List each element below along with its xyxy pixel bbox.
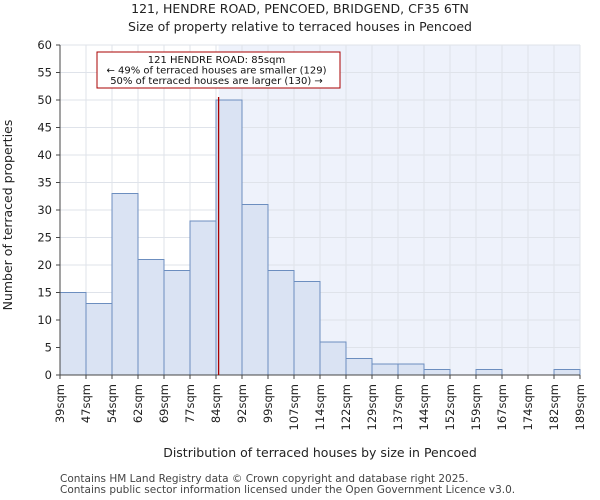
bar-129sqm <box>371 363 399 376</box>
bar-159sqm <box>475 369 503 376</box>
x-tick-label: 122sqm <box>339 384 353 430</box>
annotation-line-3: 50% of terraced houses are larger (130) … <box>110 76 323 87</box>
x-tick-label: 99sqm <box>261 384 275 423</box>
x-tick-label: 39sqm <box>53 384 67 423</box>
x-tick-label: 54sqm <box>105 384 119 423</box>
x-tick-label: 92sqm <box>235 384 249 423</box>
chart-title-line-2: Size of property relative to terraced ho… <box>128 19 472 34</box>
x-tick-label: 129sqm <box>365 384 379 430</box>
x-tick-label: 137sqm <box>391 384 405 430</box>
annotation-line-2: ← 49% of terraced houses are smaller (12… <box>106 66 326 77</box>
x-tick-label: 182sqm <box>547 384 561 430</box>
x-tick-label: 107sqm <box>287 384 301 430</box>
x-tick-label: 152sqm <box>443 384 457 430</box>
x-axis-title: Distribution of terraced houses by size … <box>163 445 477 460</box>
x-tick-label: 69sqm <box>157 384 171 423</box>
bar-107sqm <box>293 281 321 376</box>
y-tick-label: 45 <box>37 121 52 135</box>
bar-99sqm <box>267 270 295 376</box>
x-tick-label: 144sqm <box>417 384 431 430</box>
x-tick-label: 174sqm <box>521 384 535 430</box>
footer-line-2: Contains public sector information licen… <box>60 484 516 496</box>
bar-114sqm <box>319 341 347 376</box>
x-tick-label: 159sqm <box>469 384 483 430</box>
bar-84sqm <box>215 99 243 376</box>
footer-line-1: Contains HM Land Registry data © Crown c… <box>60 473 469 485</box>
bar-122sqm <box>345 358 373 376</box>
y-tick-label: 10 <box>37 313 52 327</box>
bar-54sqm <box>111 193 139 376</box>
y-tick-label: 35 <box>37 176 52 190</box>
y-tick-label: 25 <box>37 231 52 245</box>
x-tick-label: 77sqm <box>183 384 197 423</box>
bar-182sqm <box>553 369 581 376</box>
y-tick-label: 50 <box>37 93 52 107</box>
x-tick-label: 84sqm <box>209 384 223 423</box>
y-tick-label: 0 <box>45 368 52 382</box>
bar-92sqm <box>241 204 269 376</box>
x-tick-label: 47sqm <box>79 384 93 423</box>
y-tick-label: 30 <box>37 203 52 217</box>
x-tick-label: 189sqm <box>573 384 587 430</box>
y-tick-label: 60 <box>37 38 52 52</box>
bar-77sqm <box>189 220 217 376</box>
y-tick-label: 40 <box>37 148 52 162</box>
y-tick-label: 5 <box>45 341 52 355</box>
bar-62sqm <box>137 259 165 376</box>
chart-title-line-1: 121, HENDRE ROAD, PENCOED, BRIDGEND, CF3… <box>131 1 469 16</box>
y-tick-label: 15 <box>37 286 52 300</box>
y-tick-label: 20 <box>37 258 52 272</box>
bar-137sqm <box>397 363 425 376</box>
x-tick-label: 114sqm <box>313 384 327 430</box>
bar-69sqm <box>163 270 191 376</box>
annotation-box <box>96 51 341 89</box>
y-tick-label: 55 <box>37 66 52 80</box>
x-tick-label: 167sqm <box>495 384 509 430</box>
bar-47sqm <box>85 303 113 376</box>
y-axis-title: Number of terraced properties <box>0 120 15 311</box>
bar-144sqm <box>423 369 451 376</box>
bar-39sqm <box>59 292 87 376</box>
x-tick-label: 62sqm <box>131 384 145 423</box>
annotation-line-1: 121 HENDRE ROAD: 85sqm <box>148 55 286 66</box>
